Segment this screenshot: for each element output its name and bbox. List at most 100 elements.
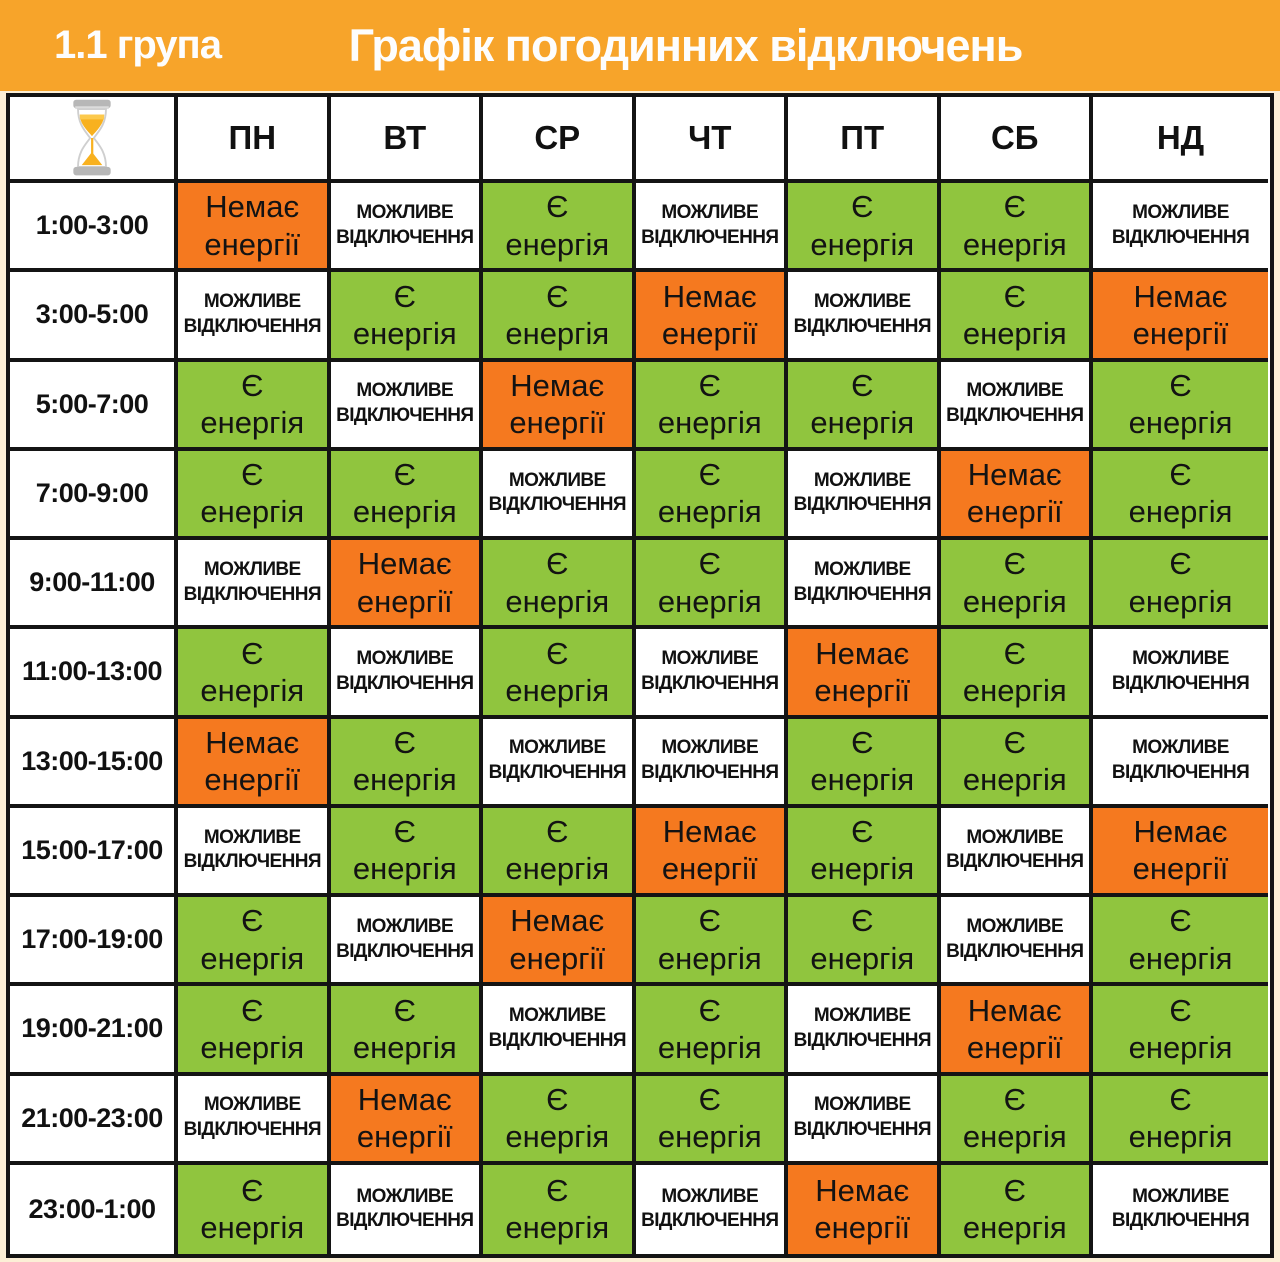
cell-text-line: енергія: [200, 405, 305, 441]
cell-text-line: енергія: [1128, 1119, 1233, 1155]
cell-text-line: енергія: [657, 405, 762, 441]
cell-text-line: енергія: [505, 672, 610, 708]
cell-text-line: Є: [1169, 457, 1192, 493]
cell-text-line: Є: [546, 189, 569, 225]
cell-text-line: енергії: [1132, 315, 1229, 351]
cell-text-line: Є: [393, 992, 416, 1028]
cell-text-line: МОЖЛИВЕ: [203, 826, 301, 848]
cell-text-line: Є: [393, 278, 416, 314]
schedule-cell-tue-no: Немає енергії: [330, 1075, 483, 1165]
cell-text-line: енергія: [962, 672, 1067, 708]
schedule-cell-fri-maybe: МОЖЛИВЕ ВІДКЛЮЧЕННЯ: [788, 1075, 941, 1165]
cell-text-line: ВІДКЛЮЧЕННЯ: [641, 226, 779, 248]
cell-text-line: енергія: [352, 315, 457, 351]
cell-text-line: МОЖЛИВЕ: [661, 1185, 759, 1207]
schedule-cell-mon-maybe: МОЖЛИВЕ ВІДКЛЮЧЕННЯ: [178, 272, 331, 362]
cell-text-line: МОЖЛИВЕ: [661, 737, 759, 759]
cell-text-line: МОЖЛИВЕ: [356, 915, 454, 937]
cell-text-line: енергія: [962, 315, 1067, 351]
cell-text-line: енергія: [657, 494, 762, 530]
cell-text-line: МОЖЛИВЕ: [356, 1185, 454, 1207]
schedule-cell-thu-maybe: МОЖЛИВЕ ВІДКЛЮЧЕННЯ: [635, 1164, 788, 1254]
cell-text-line: енергії: [356, 1119, 453, 1155]
cell-text-line: Є: [1169, 367, 1192, 403]
cell-text-line: Є: [698, 903, 721, 939]
cell-text-line: Є: [1003, 189, 1026, 225]
cell-text-line: ВІДКЛЮЧЕННЯ: [793, 1029, 932, 1051]
cell-text-line: ВІДКЛЮЧЕННЯ: [793, 494, 932, 516]
schedule-cell-wed-maybe: МОЖЛИВЕ ВІДКЛЮЧЕННЯ: [483, 718, 636, 808]
cell-text-line: енергія: [352, 851, 457, 887]
cell-text-line: ВІДКЛЮЧЕННЯ: [336, 940, 474, 962]
header-banner: 1.1 група Графік погодинних відключень: [0, 0, 1280, 91]
time-slot-label: 15:00-17:00: [10, 807, 178, 897]
cell-text-line: МОЖЛИВЕ: [1132, 648, 1229, 670]
cell-text-line: ВІДКЛЮЧЕННЯ: [1111, 762, 1250, 784]
schedule-cell-tue-no: Немає енергії: [330, 540, 483, 630]
time-slot-label: 19:00-21:00: [10, 986, 178, 1076]
cell-text-line: енергії: [966, 494, 1063, 530]
schedule-cell-mon-maybe: МОЖЛИВЕ ВІДКЛЮЧЕННЯ: [178, 1075, 331, 1165]
cell-text-line: Немає: [205, 189, 300, 225]
hourglass-icon: [73, 99, 111, 176]
cell-text-line: енергія: [1128, 940, 1233, 976]
cell-text-line: Є: [241, 992, 264, 1028]
cell-text-line: енергії: [509, 940, 606, 976]
cell-text-line: МОЖЛИВЕ: [508, 737, 606, 759]
schedule-cell-thu-maybe: МОЖЛИВЕ ВІДКЛЮЧЕННЯ: [635, 183, 788, 273]
cell-text-line: МОЖЛИВЕ: [966, 380, 1064, 402]
cell-text-line: Немає: [1133, 278, 1228, 314]
cell-text-line: енергія: [962, 583, 1067, 619]
cell-text-line: енергія: [1128, 494, 1233, 530]
cell-text-line: ВІДКЛЮЧЕННЯ: [946, 851, 1084, 873]
time-slot-label: 3:00-5:00: [10, 272, 178, 362]
cell-text-line: ВІДКЛЮЧЕННЯ: [946, 405, 1084, 427]
cell-text-line: ВІДКЛЮЧЕННЯ: [641, 762, 779, 784]
schedule-cell-sun-maybe: МОЖЛИВЕ ВІДКЛЮЧЕННЯ: [1093, 629, 1268, 719]
schedule-cell-thu-no: Немає енергії: [635, 272, 788, 362]
cell-text-line: ВІДКЛЮЧЕННЯ: [336, 1210, 474, 1232]
cell-text-line: МОЖЛИВЕ: [1132, 737, 1229, 759]
schedule-cell-fri-maybe: МОЖЛИВЕ ВІДКЛЮЧЕННЯ: [788, 450, 941, 540]
cell-text-line: ВІДКЛЮЧЕННЯ: [1111, 1210, 1250, 1232]
cell-text-line: енергії: [661, 315, 758, 351]
cell-text-line: ВІДКЛЮЧЕННЯ: [946, 940, 1084, 962]
cell-text-line: енергія: [200, 1029, 305, 1065]
cell-text-line: ВІДКЛЮЧЕННЯ: [793, 583, 932, 605]
cell-text-line: Є: [698, 1081, 721, 1117]
cell-text-line: Є: [1003, 635, 1026, 671]
cell-text-line: Є: [698, 992, 721, 1028]
schedule-cell-mon-maybe: МОЖЛИВЕ ВІДКЛЮЧЕННЯ: [178, 540, 331, 630]
cell-text-line: енергії: [356, 583, 453, 619]
schedule-cell-tue-maybe: МОЖЛИВЕ ВІДКЛЮЧЕННЯ: [330, 183, 483, 273]
cell-text-line: ВІДКЛЮЧЕННЯ: [183, 851, 322, 873]
cell-text-line: Є: [1003, 278, 1026, 314]
cell-text-line: енергія: [1128, 583, 1233, 619]
cell-text-line: Немає: [510, 903, 605, 939]
cell-text-line: МОЖЛИВЕ: [203, 1094, 301, 1116]
cell-text-line: енергія: [200, 494, 305, 530]
cell-text-line: енергія: [657, 940, 762, 976]
schedule-cell-thu-maybe: МОЖЛИВЕ ВІДКЛЮЧЕННЯ: [635, 629, 788, 719]
cell-text-line: енергія: [657, 583, 762, 619]
cell-text-line: ВІДКЛЮЧЕННЯ: [488, 1029, 627, 1051]
cell-text-line: МОЖЛИВЕ: [356, 648, 454, 670]
